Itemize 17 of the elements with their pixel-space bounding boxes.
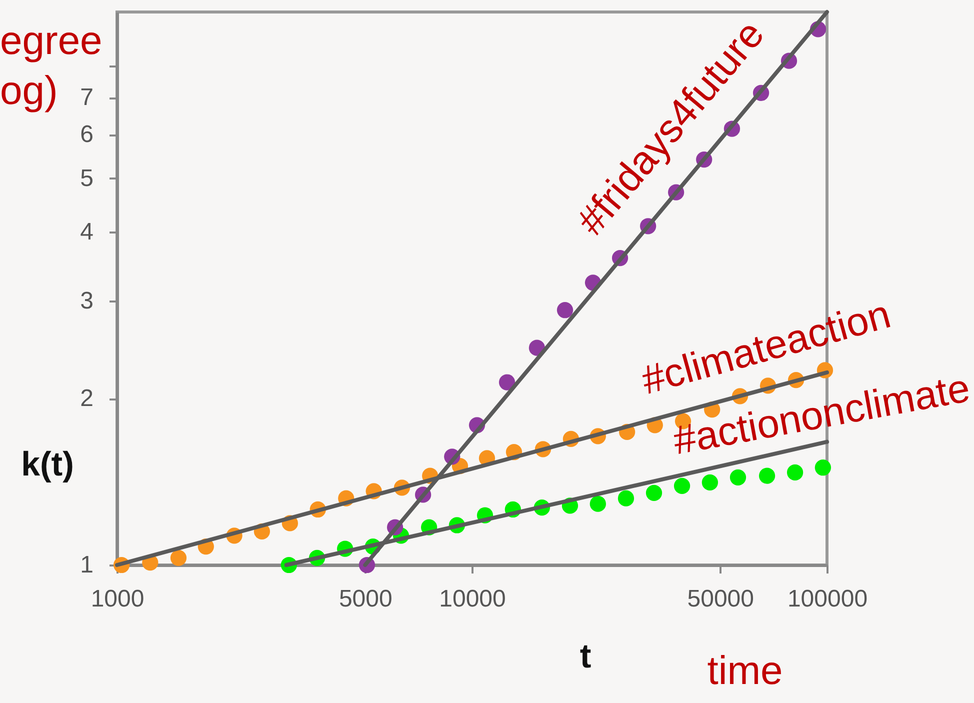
text: egree (0, 19, 102, 63)
y-axis-title: k(t) (21, 446, 74, 484)
y-tick-label: 6 (80, 121, 94, 148)
text: og) (0, 69, 58, 113)
y-tick-label: 5 (80, 164, 94, 192)
y-tick-label: 2 (80, 385, 94, 412)
x-tick-label: 50000 (687, 586, 754, 612)
y-tick-label: 4 (80, 218, 94, 246)
x-tick-label: 10000 (439, 586, 506, 612)
x-tick-label: 1000 (90, 586, 144, 612)
x-tick-label: 100000 (787, 586, 868, 612)
y-tick-label: 1 (80, 552, 94, 578)
y-tick-label: 3 (80, 288, 94, 315)
y-tick-label: 7 (80, 84, 94, 112)
x-axis-title: t (580, 638, 592, 676)
x-tick-label: 5000 (338, 586, 392, 612)
text: time (707, 649, 783, 693)
